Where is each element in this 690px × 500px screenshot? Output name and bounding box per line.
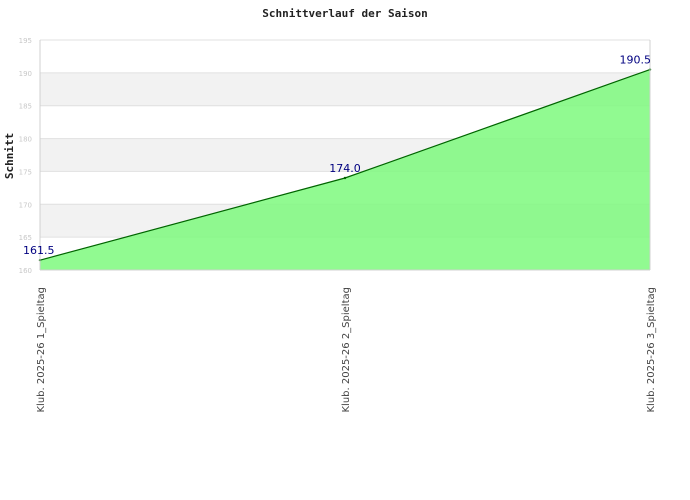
data-labels: 161.5 174.0 190.5: [23, 54, 651, 258]
data-point: [343, 176, 347, 180]
y-tick-label: 165: [19, 234, 32, 242]
x-tick-label: Klub. 2025-26 3_Spieltag: [646, 287, 657, 413]
data-label: 174.0: [329, 162, 361, 175]
y-axis-label: Schnitt: [3, 133, 16, 179]
y-tick-label: 170: [19, 201, 32, 209]
y-tick-label: 185: [19, 103, 32, 111]
area-fill: [40, 69, 650, 270]
x-ticks: Klub. 2025-26 1_Spieltag Klub. 2025-26 2_…: [36, 287, 657, 413]
y-tick-label: 160: [19, 267, 32, 275]
x-tick-label: Klub. 2025-26 1_Spieltag: [36, 287, 47, 413]
area-layer: [38, 68, 652, 270]
x-tick-label: Klub. 2025-26 2_Spieltag: [341, 287, 352, 413]
chart-title: Schnittverlauf der Saison: [262, 7, 428, 20]
y-tick-label: 195: [19, 37, 32, 45]
y-tick-label: 190: [19, 70, 32, 78]
y-tick-label: 180: [19, 136, 32, 144]
y-ticks: 160 165 170 175 180 185 190 195: [19, 37, 32, 275]
data-label: 190.5: [620, 54, 652, 67]
y-tick-label: 175: [19, 168, 32, 176]
axes: [39, 40, 651, 271]
data-label: 161.5: [23, 244, 55, 257]
background-band: [40, 72, 650, 106]
